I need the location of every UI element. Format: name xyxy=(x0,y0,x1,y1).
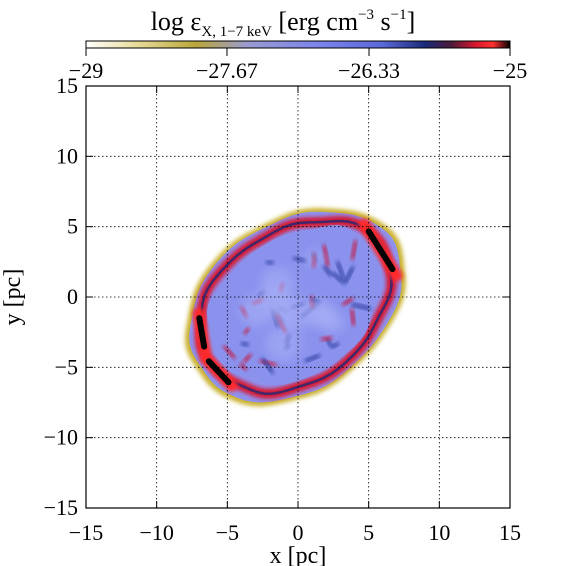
interior-filament xyxy=(349,308,356,326)
colorbar-tick-label: −26.33 xyxy=(338,58,400,83)
y-tick-label: −10 xyxy=(44,425,78,450)
interior-patch xyxy=(265,325,302,362)
y-tick-label: −15 xyxy=(44,495,78,520)
interior-filament xyxy=(243,327,250,335)
x-tick-label: −10 xyxy=(139,520,173,545)
interior-filament xyxy=(350,240,358,260)
y-tick-label: −5 xyxy=(55,354,78,379)
x-tick-label: 15 xyxy=(499,520,521,545)
hotspot-core xyxy=(205,358,232,386)
colorbar-ticks: −29 −27.67 −26.33 −25 xyxy=(69,48,527,83)
interior-filament xyxy=(331,271,344,284)
x-axis-title: x [pc] xyxy=(270,543,327,566)
remnant-body xyxy=(184,208,406,407)
x-tick-label: 0 xyxy=(293,520,304,545)
interior-filament xyxy=(240,341,249,347)
interior-filament xyxy=(321,336,333,342)
x-tick-label: 10 xyxy=(428,520,450,545)
interior-filament xyxy=(293,256,307,263)
plot-area: −15 −10 −5 0 5 10 15 −15 −10 −5 0 5 10 15 xyxy=(44,73,521,545)
grid-lines xyxy=(86,86,510,508)
interior-patch xyxy=(272,300,297,324)
hotspot-core xyxy=(196,315,208,350)
interior-filament xyxy=(222,345,236,359)
interior-filament xyxy=(242,353,252,364)
interior-filament xyxy=(343,266,355,284)
colorbar xyxy=(85,40,511,49)
interior-patch xyxy=(305,249,323,267)
axis-ticks: −15 −10 −5 0 5 10 15 −15 −10 −5 0 5 10 15 xyxy=(44,73,521,545)
interior-filament xyxy=(326,338,333,347)
y-tick-label: 5 xyxy=(67,214,78,239)
interior-patch xyxy=(260,267,295,302)
interior-patch xyxy=(312,304,337,329)
hotspot-core xyxy=(365,228,396,273)
y-axis-title: y [pc] xyxy=(0,269,26,326)
interior-filament xyxy=(342,297,354,306)
colorbar-tick-label: −25 xyxy=(493,58,527,83)
colorbar-tick-label: −27.67 xyxy=(196,58,258,83)
interior-filament xyxy=(330,342,340,349)
interior-patch xyxy=(240,294,273,327)
interior-filament xyxy=(322,265,333,277)
interior-filament xyxy=(322,244,330,267)
interior-filament xyxy=(265,260,274,265)
colorbar-title: log εX, 1−7 keV [erg cm−3 s−1] xyxy=(151,7,416,40)
y-tick-label: 15 xyxy=(56,73,78,98)
x-tick-label: −5 xyxy=(216,520,239,545)
interior-filament xyxy=(261,357,274,374)
interior-filament xyxy=(304,353,321,363)
interior-filament xyxy=(351,302,372,311)
colorbar-tick-label: −29 xyxy=(69,58,103,83)
y-tick-label: 0 xyxy=(67,284,78,309)
x-tick-label: 5 xyxy=(363,520,374,545)
x-tick-label: −15 xyxy=(69,520,103,545)
remnant-emission-map xyxy=(184,208,406,407)
interior-filament xyxy=(335,261,346,281)
y-tick-label: 10 xyxy=(56,143,78,168)
